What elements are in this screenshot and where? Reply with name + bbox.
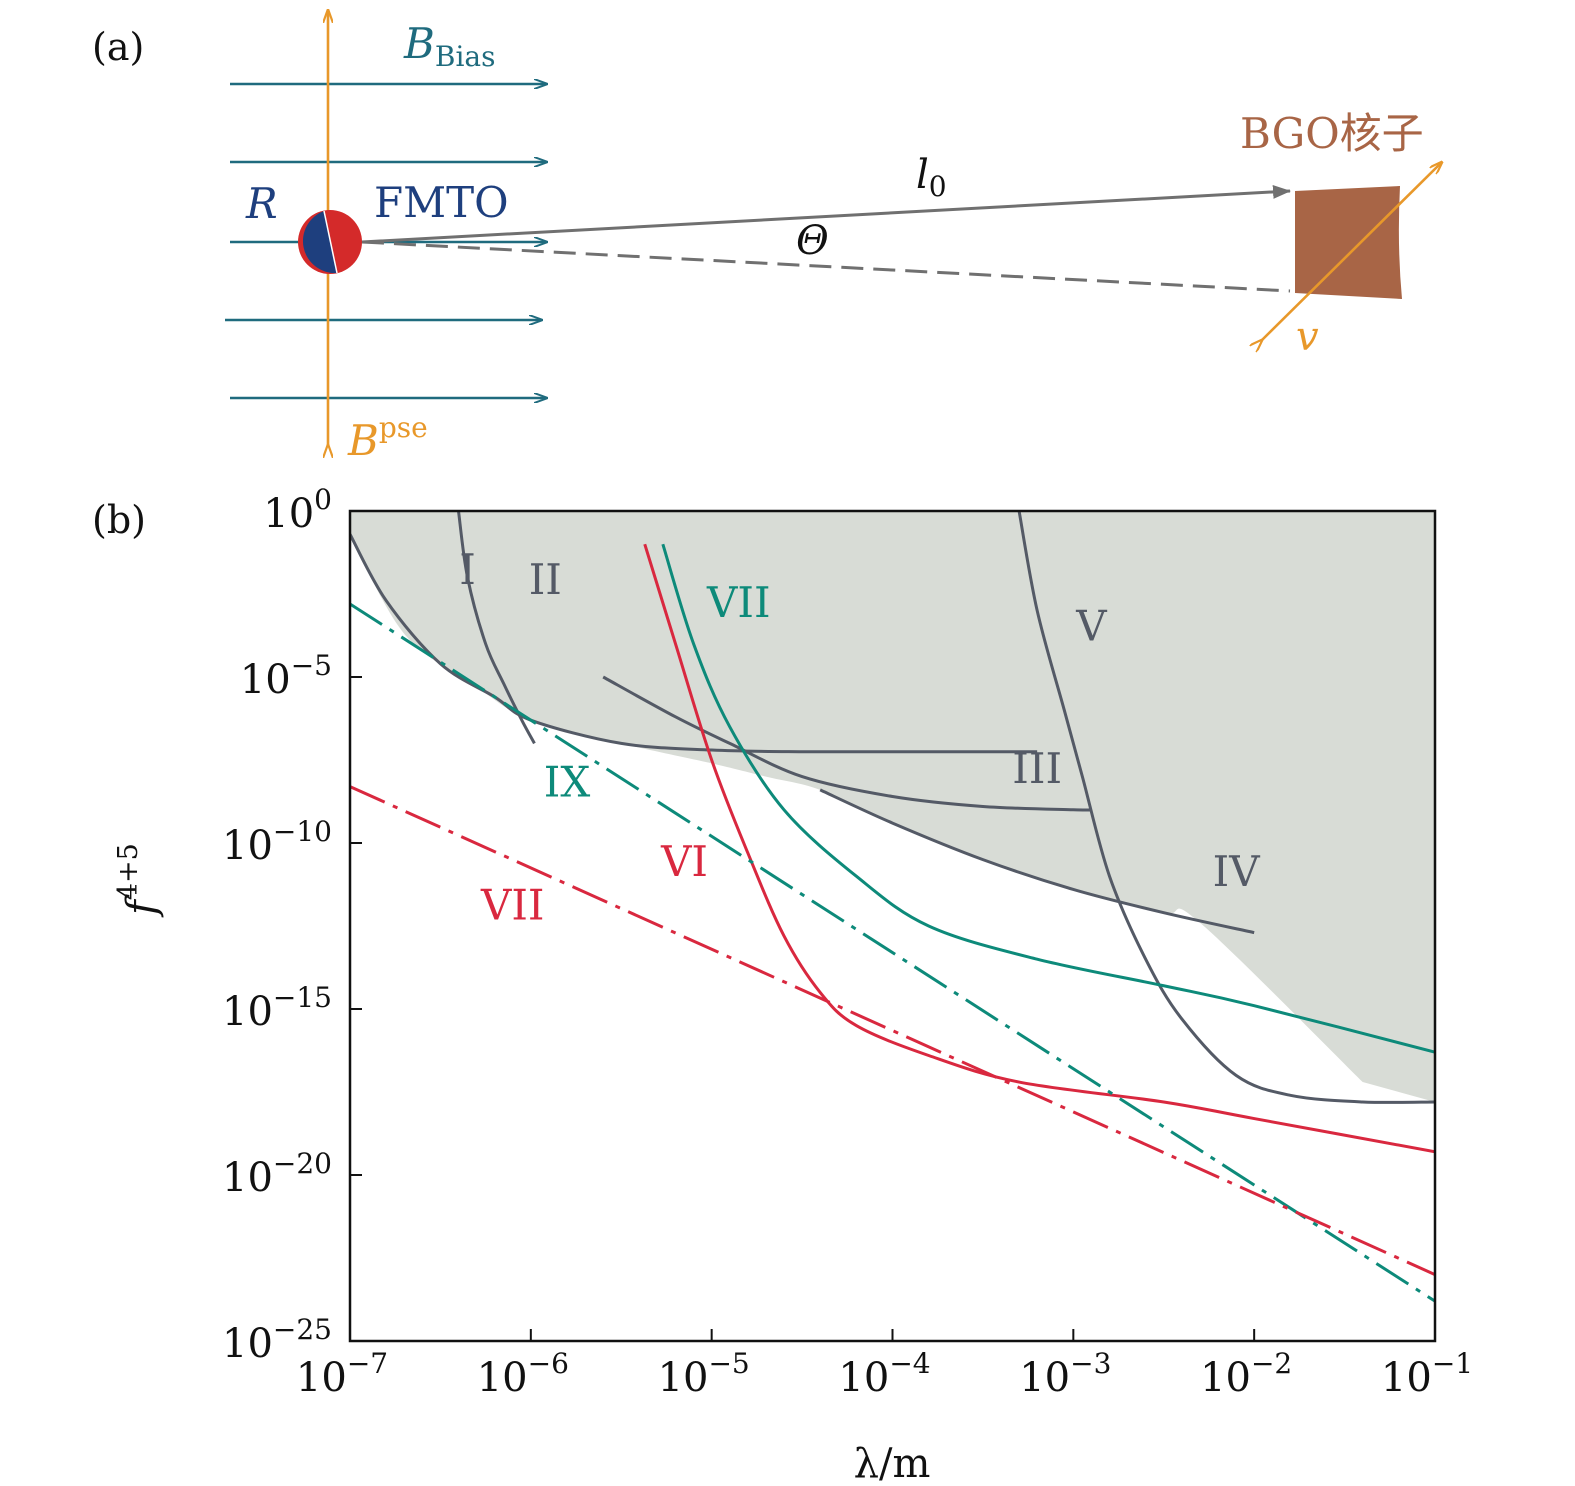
x-tick-label: 10−2 (1200, 1347, 1292, 1401)
curve-label-i: I (459, 545, 476, 594)
y-tick-label: 10−10 (222, 815, 332, 869)
curve-vi (643, 543, 1435, 1154)
curve-v (1017, 511, 1435, 1104)
x-axis-label: λ/m (854, 1441, 931, 1486)
curve-label-ix: IX (544, 758, 591, 807)
x-tick-label: 10−3 (1019, 1347, 1111, 1401)
y-tick-label: 100 (263, 483, 332, 537)
curve-label-vi: VI (660, 837, 708, 886)
axes: 10−7 10−6 10−5 10−4 10−3 10−2 10−1 100 10−5 10−10… (222, 483, 1473, 1401)
bias-field-label: BBias (403, 19, 495, 73)
velocity-label: v (1296, 314, 1319, 360)
curve-ix (350, 602, 1435, 1303)
fmto-label: FMTO (374, 178, 509, 227)
y-tick-label: 10−15 (222, 981, 332, 1035)
bgo-label: BGO核子 (1240, 109, 1424, 158)
l0-label: l0 (916, 152, 947, 203)
y-tick-label: 10−20 (222, 1147, 332, 1201)
plot-area (350, 511, 1435, 1303)
curve-vii-teal (661, 543, 1435, 1054)
curve-label-ii: II (529, 555, 562, 604)
curve-label-vii: VII (480, 880, 545, 929)
excluded-region (350, 511, 1435, 1102)
l0-arrow (361, 184, 1291, 244)
panel-b-label: (b) (92, 498, 146, 542)
x-tick-label: 10−6 (477, 1347, 569, 1401)
panel-a: (a) BBias Bpse l0 Θ R FMTO BGO核子 v (92, 10, 1442, 465)
pse-field-label: Bpse (347, 411, 428, 465)
curve-iv (819, 788, 1255, 935)
x-tick-label: 10−4 (838, 1347, 930, 1401)
curve-label-v: V (1075, 601, 1107, 650)
velocity-arrow (1262, 162, 1442, 340)
y-tick-label: 10−5 (240, 649, 332, 703)
fmto-sphere (298, 210, 362, 274)
curve-i (350, 533, 1038, 754)
bgo-block (1295, 186, 1402, 299)
y-tick-label: 10−25 (222, 1313, 332, 1367)
curve-vii-red (350, 785, 1435, 1276)
r-label: R (245, 179, 278, 228)
curve-label-iv: IV (1213, 847, 1261, 896)
panel-a-label: (a) (92, 25, 144, 69)
x-tick-label: 10−5 (658, 1347, 750, 1401)
curve-label-vii: VII (706, 578, 771, 627)
curve-label-iii: III (1012, 744, 1062, 793)
curve-iii (602, 675, 1092, 812)
y-axis-label: f4+5 (113, 843, 165, 918)
x-tick-label: 10−7 (296, 1347, 388, 1401)
curve-ii (457, 511, 536, 745)
theta-label: Θ (796, 218, 829, 264)
theta-dashed-line (361, 240, 1291, 293)
x-tick-label: 10−1 (1381, 1347, 1473, 1401)
